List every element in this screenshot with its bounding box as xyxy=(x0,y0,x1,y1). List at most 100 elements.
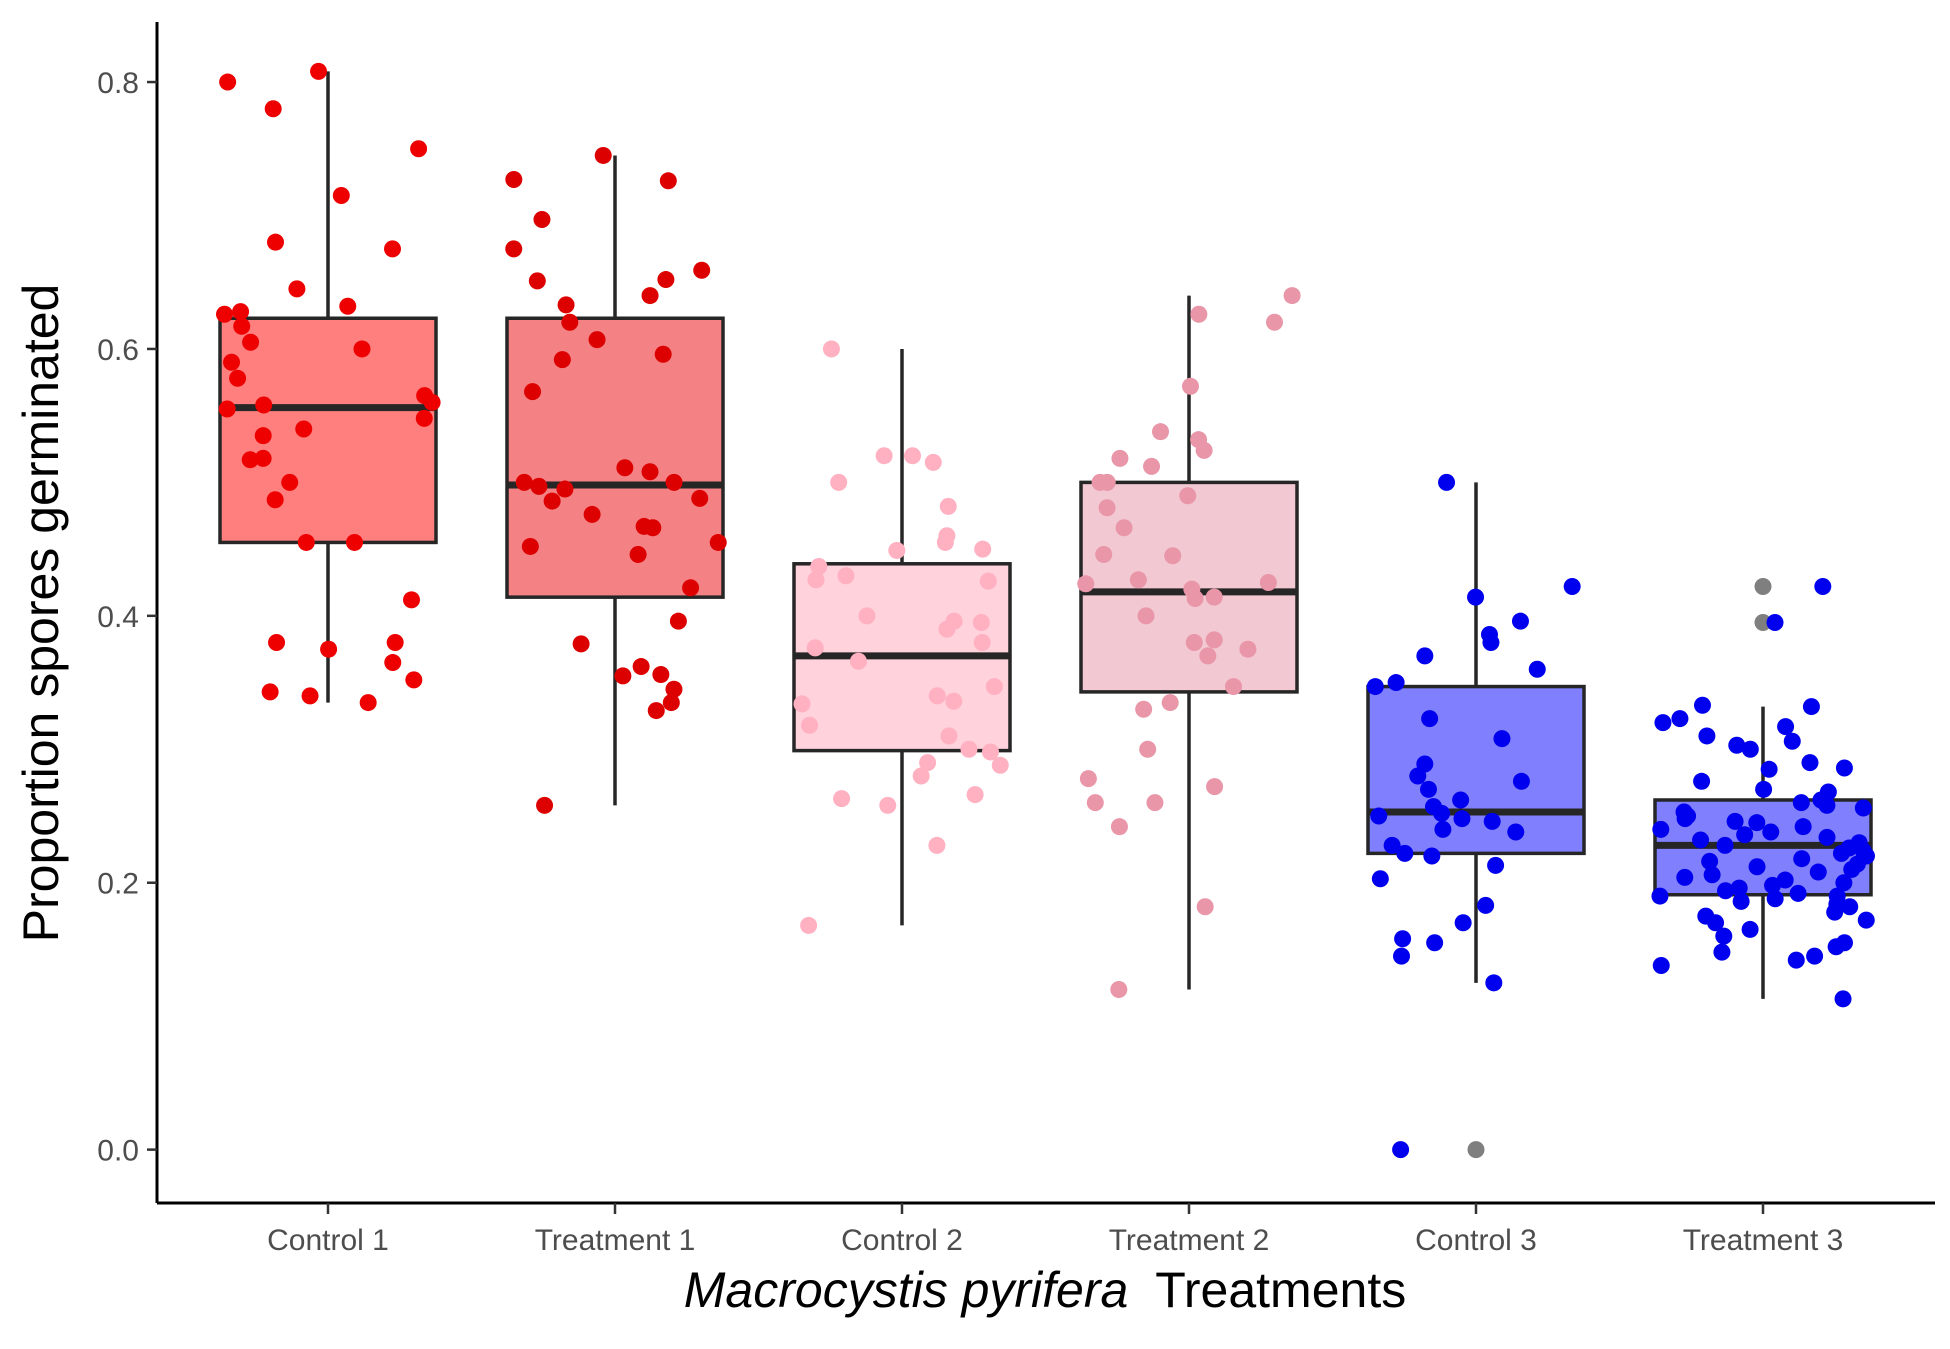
data-point xyxy=(1789,884,1807,902)
data-point xyxy=(1512,772,1530,790)
data-point xyxy=(524,383,542,401)
data-point xyxy=(665,680,683,698)
data-point xyxy=(1185,634,1203,652)
data-point xyxy=(1676,810,1694,828)
data-point xyxy=(1741,920,1759,938)
data-point xyxy=(1199,647,1217,665)
data-point xyxy=(1748,814,1766,832)
data-point xyxy=(1787,951,1805,969)
data-point xyxy=(1794,818,1812,836)
plot-area xyxy=(215,62,1875,1159)
data-point xyxy=(693,261,711,279)
data-point xyxy=(1393,947,1411,965)
box-group-6 xyxy=(1651,577,1875,1008)
data-point xyxy=(1483,812,1501,830)
data-point xyxy=(1366,678,1384,696)
data-point xyxy=(1383,836,1401,854)
data-point xyxy=(1115,519,1133,537)
data-point xyxy=(1792,794,1810,812)
data-point xyxy=(1732,892,1750,910)
data-point xyxy=(1715,927,1733,945)
data-point xyxy=(1164,547,1182,565)
data-point xyxy=(1818,796,1836,814)
data-point xyxy=(981,743,999,761)
data-point xyxy=(281,473,299,491)
data-point xyxy=(1111,449,1129,467)
data-point xyxy=(1438,473,1456,491)
data-point xyxy=(659,172,677,190)
data-point xyxy=(1152,423,1170,441)
data-point xyxy=(543,492,561,510)
data-point xyxy=(561,313,579,331)
data-point xyxy=(219,73,237,91)
data-point xyxy=(255,396,273,414)
data-point xyxy=(991,756,1009,774)
x-tick-label: Treatment 2 xyxy=(1109,1224,1270,1257)
data-point xyxy=(1857,911,1875,929)
data-point xyxy=(588,331,606,349)
data-point xyxy=(339,297,357,315)
data-point xyxy=(985,678,1003,696)
data-point xyxy=(223,353,241,371)
box-group-1 xyxy=(215,62,441,712)
data-point xyxy=(1190,305,1208,323)
data-point xyxy=(557,296,575,314)
data-point xyxy=(1703,866,1721,884)
data-point xyxy=(521,537,539,555)
data-point xyxy=(641,463,659,481)
data-point xyxy=(691,489,709,507)
box-iqr xyxy=(505,316,725,599)
data-point xyxy=(1762,823,1780,841)
y-tick-label: 0.4 xyxy=(97,601,139,634)
box-group-4 xyxy=(1077,287,1301,998)
data-point xyxy=(1766,890,1784,908)
y-tick-label: 0.6 xyxy=(97,334,139,367)
data-point xyxy=(936,533,954,551)
x-axis-title: Macrocystis pyrifera Treatments xyxy=(684,1262,1406,1318)
data-point xyxy=(1239,640,1257,658)
data-point xyxy=(888,541,906,559)
data-point xyxy=(1452,791,1470,809)
x-tick-label: Treatment 1 xyxy=(535,1224,696,1257)
data-point xyxy=(1370,807,1388,825)
data-point xyxy=(241,451,259,469)
data-point xyxy=(875,447,893,465)
data-point xyxy=(1135,700,1153,718)
data-point xyxy=(1493,730,1511,748)
data-point xyxy=(553,351,571,369)
data-point xyxy=(1563,577,1581,595)
data-point xyxy=(264,100,282,118)
data-point xyxy=(1266,313,1284,331)
data-point xyxy=(267,233,285,251)
data-point xyxy=(1259,573,1277,591)
data-point xyxy=(801,716,819,734)
outlier-point xyxy=(1754,577,1772,595)
data-point xyxy=(939,497,957,515)
data-point xyxy=(1485,974,1503,992)
data-point xyxy=(1802,698,1820,716)
data-point xyxy=(641,287,659,305)
data-point xyxy=(1482,634,1500,652)
data-point xyxy=(1371,870,1389,888)
data-point xyxy=(1205,588,1223,606)
data-point xyxy=(215,305,233,323)
data-point xyxy=(1528,660,1546,678)
data-point xyxy=(810,557,828,575)
data-point xyxy=(979,572,997,590)
data-point xyxy=(665,473,683,491)
data-point xyxy=(1139,740,1157,758)
data-point xyxy=(807,571,825,589)
data-point xyxy=(1651,887,1669,905)
data-point xyxy=(1818,828,1836,846)
data-point xyxy=(218,400,236,418)
axes: 0.0 0.2 0.4 0.6 0.8 Control 1 Treatment 1 Contr… xyxy=(97,22,1935,1257)
data-point xyxy=(1764,876,1782,894)
x-tick-label: Control 1 xyxy=(267,1224,389,1257)
data-point xyxy=(556,480,574,498)
data-point xyxy=(415,409,433,427)
data-point xyxy=(1713,943,1731,961)
data-point xyxy=(242,333,260,351)
data-point xyxy=(1392,1141,1410,1159)
data-point xyxy=(938,620,956,638)
